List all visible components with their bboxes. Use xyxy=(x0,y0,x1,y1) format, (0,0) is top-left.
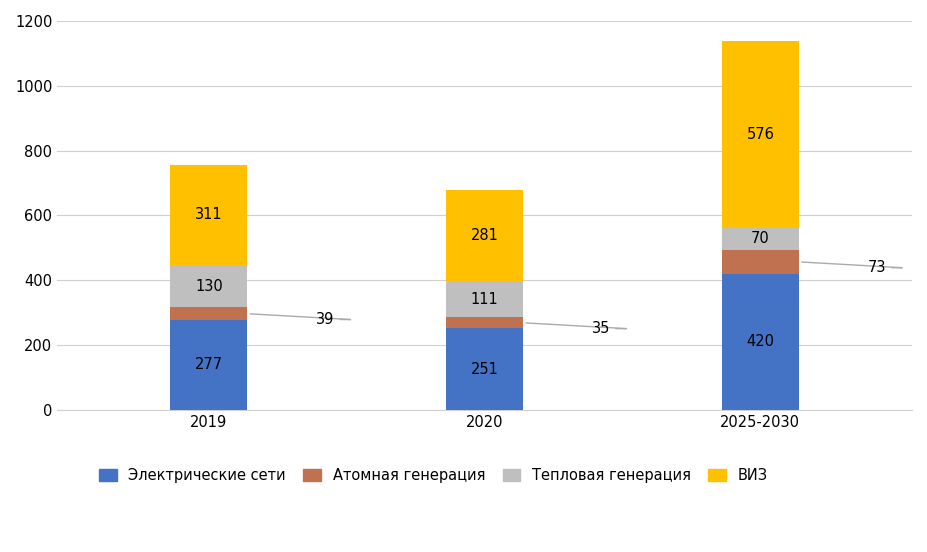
Bar xyxy=(171,266,248,307)
Text: 277: 277 xyxy=(195,357,223,373)
Bar xyxy=(722,250,799,274)
Text: 70: 70 xyxy=(751,231,769,246)
Bar xyxy=(446,190,523,281)
Bar xyxy=(171,307,248,320)
Bar xyxy=(722,41,799,227)
Text: 420: 420 xyxy=(746,335,774,349)
Bar xyxy=(446,317,523,328)
Text: 73: 73 xyxy=(802,260,902,275)
Text: 111: 111 xyxy=(471,291,499,306)
Bar xyxy=(171,320,248,410)
Legend: Электрические сети, Атомная генерация, Тепловая генерация, ВИЗ: Электрические сети, Атомная генерация, Т… xyxy=(99,468,768,482)
Bar xyxy=(446,328,523,410)
Text: 39: 39 xyxy=(250,312,350,327)
Bar xyxy=(722,227,799,250)
Text: 576: 576 xyxy=(746,126,774,141)
Text: 130: 130 xyxy=(195,279,222,294)
Bar xyxy=(446,281,523,317)
Text: 35: 35 xyxy=(526,321,627,336)
Bar xyxy=(171,164,248,266)
Bar xyxy=(722,274,799,410)
Text: 251: 251 xyxy=(471,362,499,376)
Text: 281: 281 xyxy=(471,228,499,243)
Text: 311: 311 xyxy=(195,208,222,222)
